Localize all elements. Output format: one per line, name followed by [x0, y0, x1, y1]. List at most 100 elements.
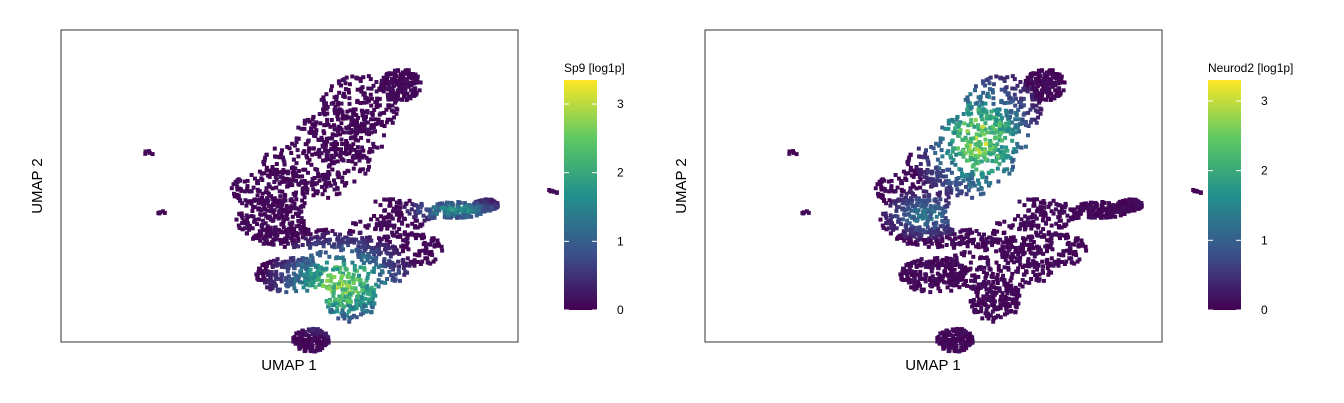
cell-point	[957, 285, 962, 290]
cell-point	[1087, 206, 1092, 211]
cell-point	[287, 259, 292, 264]
cell-point	[319, 334, 324, 339]
cell-point	[996, 147, 1001, 152]
cell-point	[358, 149, 362, 154]
cell-point	[453, 207, 458, 212]
cell-point	[969, 278, 974, 283]
cell-point	[472, 203, 476, 208]
cell-point	[455, 215, 460, 220]
cell-point	[300, 203, 305, 208]
cell-point	[952, 279, 957, 284]
cell-point	[1016, 107, 1021, 112]
cell-point	[1017, 199, 1022, 204]
cell-point	[938, 197, 943, 202]
cell-point	[378, 272, 383, 277]
cell-point	[270, 242, 275, 247]
cell-point	[259, 223, 264, 228]
cell-point	[1059, 253, 1064, 258]
cell-point	[337, 108, 341, 113]
cell-point	[316, 174, 321, 179]
cell-point	[360, 254, 365, 259]
cell-point	[361, 244, 366, 249]
cell-point	[1031, 240, 1036, 244]
cell-point	[394, 248, 399, 253]
cell-point	[290, 141, 295, 146]
cell-point	[957, 235, 962, 240]
cell-point	[948, 153, 953, 158]
cell-point	[348, 148, 353, 153]
cell-point	[327, 237, 332, 242]
cell-point	[1032, 260, 1037, 265]
cell-point	[1005, 91, 1010, 96]
cell-point	[412, 252, 417, 257]
cell-point	[254, 235, 259, 240]
cell-point	[272, 146, 277, 151]
cell-point	[991, 101, 996, 106]
cell-point	[327, 163, 332, 168]
cell-point	[385, 76, 390, 81]
cell-point	[958, 128, 963, 133]
cell-point	[291, 191, 296, 196]
cell-point	[1046, 230, 1051, 235]
cell-point	[284, 176, 289, 181]
cell-point	[310, 256, 315, 261]
cell-point	[376, 117, 381, 122]
cell-point	[882, 178, 887, 183]
cell-point	[375, 96, 380, 101]
cell-point	[950, 242, 955, 247]
cell-point	[1107, 201, 1111, 206]
cell-point	[394, 111, 399, 116]
cell-point	[1051, 263, 1056, 268]
cell-point	[1034, 230, 1039, 235]
cell-point	[1003, 123, 1008, 128]
cell-point	[946, 201, 951, 206]
cell-point	[386, 95, 391, 100]
cell-point	[1038, 212, 1043, 217]
cell-point	[322, 102, 327, 107]
cell-point	[409, 88, 414, 93]
cell-point	[326, 170, 331, 174]
cell-point	[352, 313, 356, 318]
cell-point	[381, 85, 386, 90]
cell-point	[990, 243, 995, 248]
cell-point	[433, 205, 438, 210]
cell-point	[403, 238, 408, 243]
cell-point	[305, 170, 310, 175]
cell-point	[342, 258, 347, 263]
cell-point	[1049, 71, 1054, 76]
cell-point	[348, 108, 353, 113]
cell-point	[342, 77, 347, 82]
cell-point	[303, 348, 308, 353]
cell-point	[305, 118, 310, 123]
cell-point	[306, 261, 311, 266]
cell-point	[370, 123, 375, 128]
cell-point	[917, 233, 922, 238]
cell-point	[265, 269, 270, 274]
cell-point	[404, 201, 409, 206]
cell-point	[427, 252, 432, 257]
cell-point	[294, 178, 298, 183]
cell-point	[988, 114, 993, 119]
cell-point	[287, 146, 292, 151]
cell-point	[143, 149, 148, 154]
cell-point	[415, 253, 420, 258]
cell-point	[289, 166, 294, 171]
cell-point	[272, 199, 277, 204]
cell-point	[147, 150, 152, 155]
cell-point	[346, 88, 351, 92]
cell-point	[273, 233, 278, 238]
cell-point	[995, 135, 1000, 140]
cell-point	[984, 142, 989, 146]
cell-point	[996, 313, 1000, 318]
cell-point	[314, 128, 319, 133]
cell-point	[999, 145, 1004, 150]
cell-point	[383, 86, 388, 91]
cell-point	[293, 166, 298, 171]
cell-point	[1006, 123, 1011, 128]
cell-point	[390, 209, 395, 214]
cell-point	[335, 301, 340, 306]
cell-point	[989, 168, 994, 173]
cell-point	[366, 138, 371, 143]
cell-point	[975, 294, 980, 298]
cell-point	[1008, 155, 1013, 160]
